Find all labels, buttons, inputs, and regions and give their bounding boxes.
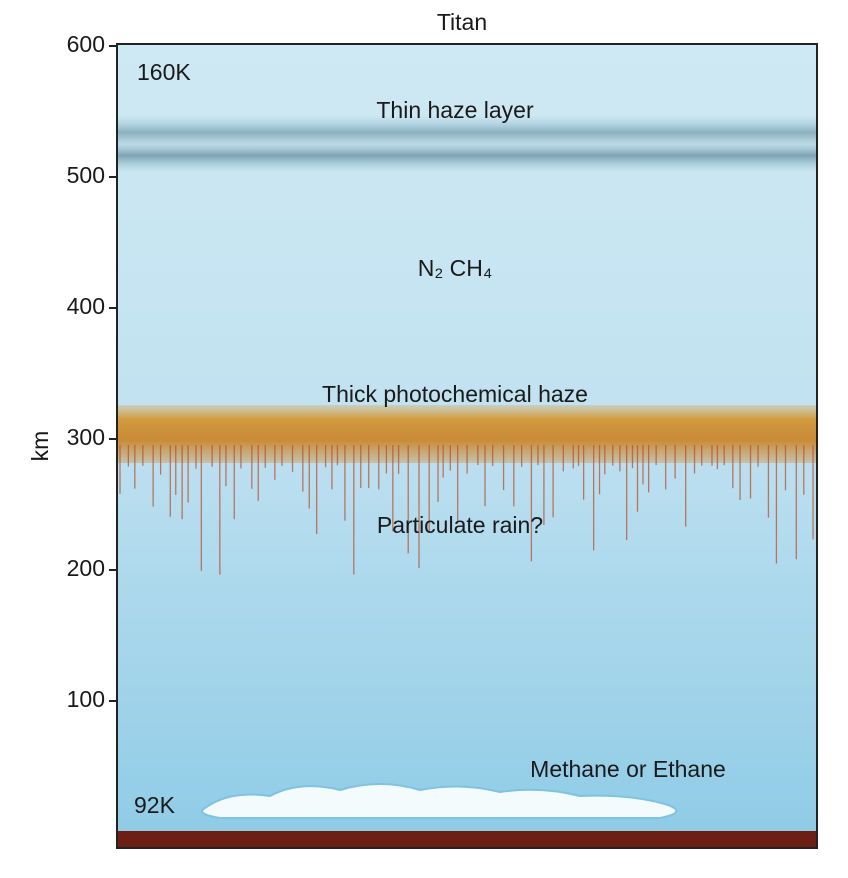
plot-frame — [116, 43, 818, 849]
bottom-temperature: 92K — [134, 792, 176, 818]
cloud-layer — [201, 783, 678, 819]
clouds-label: Methane or Ethane — [530, 756, 726, 782]
gases-label: N₂ CH₄ — [418, 255, 493, 281]
tick-label: 400 — [67, 293, 105, 319]
thick-haze-label: Thick photochemical haze — [322, 381, 588, 407]
tick-label: 200 — [67, 555, 105, 581]
title: Titan — [437, 9, 487, 35]
thin-haze-band — [117, 115, 817, 173]
tick-label: 300 — [67, 424, 105, 450]
tick-label: 100 — [67, 686, 105, 712]
tick-label: 600 — [67, 31, 105, 57]
tick-label: 500 — [67, 162, 105, 188]
rain-label: Particulate rain? — [377, 512, 543, 538]
axis-label: km — [27, 431, 53, 462]
thin-haze-label: Thin haze layer — [376, 97, 534, 123]
rain-group — [119, 445, 814, 575]
top-temperature: 160K — [137, 59, 191, 85]
ground — [117, 831, 817, 848]
